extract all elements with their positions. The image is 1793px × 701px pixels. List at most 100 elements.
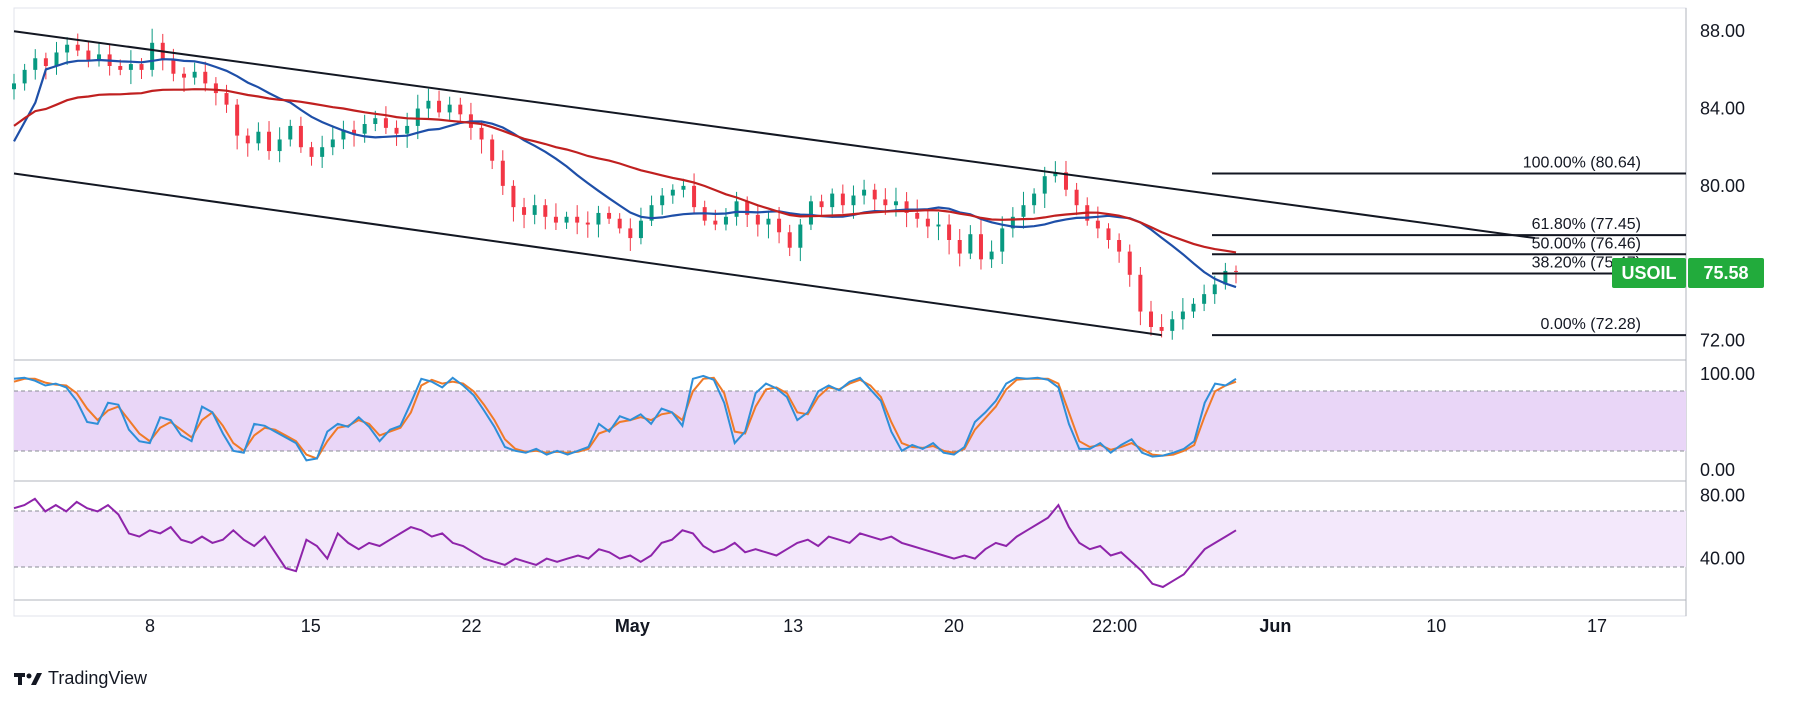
candle-body [968, 234, 973, 254]
candle-body [330, 139, 335, 148]
candle-body [649, 205, 654, 221]
candle-body [43, 58, 48, 66]
candle-body [522, 207, 527, 215]
candle-body [1074, 189, 1079, 206]
candle-body [373, 118, 378, 124]
candle-body [692, 185, 697, 208]
candle-body [1223, 270, 1228, 285]
candle-body [1159, 327, 1164, 331]
candle-body [883, 199, 888, 206]
candle-body [713, 220, 718, 225]
candle-body [511, 185, 516, 208]
candle-body [1180, 311, 1185, 320]
candle-body [256, 131, 261, 144]
stoch-tick-label: 0.00 [1700, 460, 1735, 480]
candle-body [1106, 228, 1111, 240]
brand-name: TradingView [48, 668, 148, 688]
candle-body [12, 83, 16, 90]
candle-body [1202, 294, 1207, 304]
axes: 88.00 84.00 80.00 72.00 8 15 22 May 13 20 22:00 Jun… [145, 21, 1755, 636]
candle-body [1000, 228, 1005, 252]
rsi-band [14, 511, 1686, 567]
candle-body [543, 205, 548, 217]
time-tick-label: 13 [783, 616, 803, 636]
rsi-tick-label: 40.00 [1700, 549, 1745, 569]
time-tick-label: 10 [1426, 616, 1446, 636]
time-tick-label: 17 [1587, 616, 1607, 636]
rsi-tick-label: 80.00 [1700, 486, 1745, 506]
candle-body [394, 127, 399, 134]
candle-body [947, 224, 952, 240]
candle-body [1127, 251, 1132, 275]
candle-body [97, 54, 102, 61]
candle-body [437, 100, 442, 113]
candle-body [213, 83, 218, 94]
candle-body [1095, 220, 1100, 229]
candle-body [288, 125, 293, 140]
candle-body [341, 129, 346, 140]
candle-body [267, 131, 272, 152]
candle-body [1170, 319, 1175, 331]
candle-body [1042, 176, 1047, 194]
candle-body [192, 71, 197, 78]
candle-body [862, 189, 867, 196]
candle-body [893, 201, 898, 206]
price-pane: 100.00% (80.64) 61.80% (77.45) 50.00% (76.… [12, 28, 1686, 340]
candle-body [352, 129, 357, 134]
candle-body [575, 216, 580, 223]
candle-body [777, 218, 782, 233]
candle-body [1117, 240, 1122, 252]
candle-body [936, 224, 941, 227]
candle-body [320, 147, 325, 157]
rsi-line [13, 497, 1237, 589]
candle-body [819, 201, 824, 208]
candle-body [383, 118, 388, 128]
candle-body [171, 60, 176, 74]
candle-body [426, 100, 431, 109]
candle-body [840, 193, 845, 206]
candle-body [298, 125, 303, 148]
candle-body [362, 124, 367, 134]
candle-body [1138, 274, 1143, 312]
time-tick-label: Jun [1259, 616, 1291, 636]
sma-200-line [13, 88, 1237, 254]
time-tick-label: May [615, 616, 650, 636]
candle-body [245, 135, 250, 144]
candle-body [490, 139, 495, 161]
fib-swing-line [13, 172, 1162, 337]
candle-body [872, 189, 877, 200]
time-tick-label: 20 [944, 616, 964, 636]
candle-body [915, 212, 920, 219]
candle-body [830, 193, 835, 208]
time-tick-label: 22 [462, 616, 482, 636]
symbol-label: USOIL [1621, 263, 1676, 283]
candle-body [458, 104, 463, 115]
candle-body [925, 218, 930, 227]
price-tick-label: 88.00 [1700, 21, 1745, 41]
candle-body [203, 71, 208, 84]
time-tick-label: 8 [145, 616, 155, 636]
candle-body [734, 201, 739, 217]
candle-body [118, 66, 123, 70]
stoch-k-line [13, 374, 1237, 462]
descending-trendline [13, 30, 1536, 240]
candle-body [532, 205, 537, 215]
candle-body [681, 185, 686, 190]
stoch-rsi-pane [13, 374, 1237, 462]
candle-body [65, 44, 70, 53]
last-price-label: 75.58 [1703, 263, 1748, 283]
candle-body [638, 220, 643, 239]
candle-body [670, 189, 675, 196]
candle-body [596, 212, 601, 225]
candle-body [405, 125, 410, 134]
candle-body [1212, 284, 1217, 295]
candle-body [277, 139, 282, 152]
candle-body [1021, 205, 1026, 217]
time-tick-label: 15 [301, 616, 321, 636]
candle-body [723, 216, 728, 225]
candle-body [150, 42, 155, 70]
candle-body [1010, 216, 1015, 229]
candle-body [628, 228, 633, 239]
price-tick-label: 84.00 [1700, 99, 1745, 119]
candle-body [128, 64, 133, 70]
